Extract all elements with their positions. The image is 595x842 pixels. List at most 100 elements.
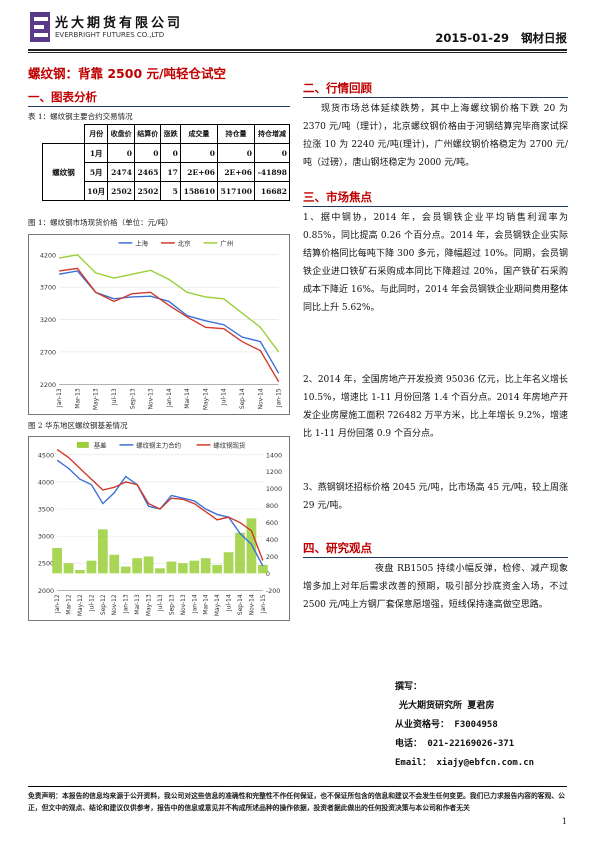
x-tick-label: Sep-13 <box>168 594 175 615</box>
legend-label: 螺纹钢现货 <box>213 440 246 449</box>
y-tick-label: 2000 <box>38 587 54 595</box>
basis-bar <box>223 552 234 574</box>
legend-label: 广州 <box>220 238 233 247</box>
series-line <box>58 270 280 374</box>
y-tick-label: 3500 <box>38 505 54 513</box>
section-title-opinion: 四、研究观点 <box>303 541 372 555</box>
table-cell: 0 <box>160 143 181 163</box>
x-tick-label: Jan-13 <box>56 388 63 408</box>
table-row: 10月 2502 2502 5 158610 517100 16682 <box>43 181 291 201</box>
x-tick-label: Nov-14 <box>248 594 255 615</box>
table-cell: 0 <box>253 143 291 163</box>
y-tick-label: 3000 <box>38 533 54 541</box>
y-tick-label: 2500 <box>38 560 54 568</box>
basis-bar <box>246 518 257 574</box>
x-tick-label: Jan-14 <box>166 388 173 408</box>
section-rule <box>303 97 568 98</box>
y-tick-label: 2700 <box>40 348 56 356</box>
figure2-caption: 图 2 华东地区螺纹钢基差情况 <box>28 421 128 430</box>
y-tick-label: 3200 <box>40 316 56 324</box>
basis-bar <box>75 569 85 574</box>
y2-tick-label: 600 <box>266 519 278 527</box>
author-license: 从业资格号： F3004958 <box>395 720 498 730</box>
y-tick-label: 4500 <box>38 451 54 459</box>
y2-tick-label: 200 <box>266 553 278 561</box>
table-cell: 2E+06 <box>216 162 255 182</box>
x-tick-label: Sep-14 <box>237 594 244 615</box>
table-row: 螺纹钢 1月 0 0 0 0 0 0 <box>42 143 291 201</box>
y2-tick-label: 400 <box>266 536 278 544</box>
basis-chart: 2000 2500 3000 3500 4000 4500 -200 0 200 400 600 80… <box>28 436 290 621</box>
col-header: 收盘价 <box>107 124 135 144</box>
author-phone: 电话： 021-22169026-371 <box>395 739 515 749</box>
company-name-cn: 光大期货有限公司 <box>55 16 184 31</box>
page-number: 1 <box>561 817 567 826</box>
author-label: 撰写： <box>395 682 423 692</box>
table-cell: 0 <box>107 143 135 163</box>
basis-bar <box>143 556 154 574</box>
table-header-row: 月份 收盘价 结算价 涨跌 成交量 持仓量 持仓增减 <box>43 124 291 144</box>
spot-price-chart: 2200 2700 3200 3700 4200 Jan-13 Mar-13 May-13 Ju… <box>28 234 290 415</box>
author-email: Email： xiajy@ebfcn.com.cn <box>395 758 535 768</box>
product-cell: 螺纹钢 <box>42 143 85 201</box>
table-cell: 2502 <box>133 181 162 201</box>
section-rule <box>28 106 290 107</box>
x-tick-label: Jul-13 <box>157 594 164 612</box>
legend-label: 螺纹钢主力合约 <box>136 440 181 449</box>
author-block: 撰写： 光大期货研究所 夏君房 从业资格号： F3004958 电话： 021-… <box>395 678 534 773</box>
legend-label: 北京 <box>178 238 191 247</box>
table-cell: 0 <box>133 143 162 163</box>
x-tick-label: Sep-14 <box>239 388 246 409</box>
x-tick-label: Mar-12 <box>66 594 73 615</box>
x-tick-label: Mar-14 <box>203 594 210 615</box>
basis-bar <box>109 554 120 574</box>
x-tick-label: Sep-12 <box>100 594 107 615</box>
table-caption: 表 1：螺纹钢主要合约交易情况 <box>28 112 133 121</box>
y2-tick-label: 1200 <box>266 468 282 476</box>
basis-bar <box>155 568 165 574</box>
review-paragraph: 现货市场总体延续跌势，其中上海螺纹钢价格下跌 20 为 2370 元/吨（理计）… <box>303 104 568 168</box>
legend-swatch <box>76 441 89 448</box>
basis-bar <box>63 563 74 574</box>
table-cell: 2E+06 <box>179 162 218 182</box>
header-rule <box>28 49 567 51</box>
table-cell: 10月 <box>83 181 109 201</box>
y2-tick-label: 0 <box>266 570 270 578</box>
basis-bar <box>52 547 62 574</box>
table-cell: -41898 <box>253 162 291 182</box>
x-tick-label: Nov-14 <box>257 388 264 409</box>
col-header: 结算价 <box>133 124 162 144</box>
figure1-caption: 图 1：螺纹钢市场现货价格（单位：元/吨） <box>28 218 173 227</box>
opinion-paragraph: 夜盘 RB1505 持续小幅反弹，检修、减产现象增多加上对年后需求改善的预期，吸… <box>303 564 568 610</box>
basis-bar <box>189 560 200 574</box>
x-tick-label: Jul-12 <box>88 594 95 612</box>
basis-bar <box>166 561 177 574</box>
x-tick-label: Jan-12 <box>54 594 61 614</box>
x-tick-label: Nov-13 <box>180 594 187 615</box>
x-tick-label: May-13 <box>146 594 153 616</box>
section-title-charts: 一、图表分析 <box>28 90 97 104</box>
basis-bar <box>132 558 143 574</box>
y2-tick-label: -200 <box>266 587 281 595</box>
y-tick-label: 4200 <box>40 251 56 259</box>
table-cell: 5 <box>160 181 181 201</box>
disclaimer: 免责声明：本报告的信息均来源于公开资料，我公司对这些信息的准确性和完整性不作任何… <box>28 792 565 812</box>
x-tick-label: Jul-13 <box>111 388 118 406</box>
series-line <box>58 254 280 353</box>
x-tick-label: Mar-14 <box>184 388 191 409</box>
x-tick-label: Jan-13 <box>123 594 130 614</box>
col-header: 成交量 <box>179 124 218 144</box>
table-cell: 0 <box>179 143 218 163</box>
table-cell: 16682 <box>253 181 291 201</box>
basis-bar <box>86 560 97 574</box>
table-cell: 1月 <box>83 143 109 163</box>
basis-bar <box>257 564 268 574</box>
table-cell: 158610 <box>179 181 218 201</box>
x-tick-label: Nov-12 <box>111 594 118 615</box>
x-tick-label: Nov-13 <box>148 388 155 409</box>
x-tick-label: Jul-14 <box>221 388 228 406</box>
col-header: 持仓增减 <box>253 124 291 144</box>
section-title-focus: 三、市场焦点 <box>303 190 372 204</box>
series-line <box>56 448 264 561</box>
header-rule-thin <box>28 52 567 53</box>
